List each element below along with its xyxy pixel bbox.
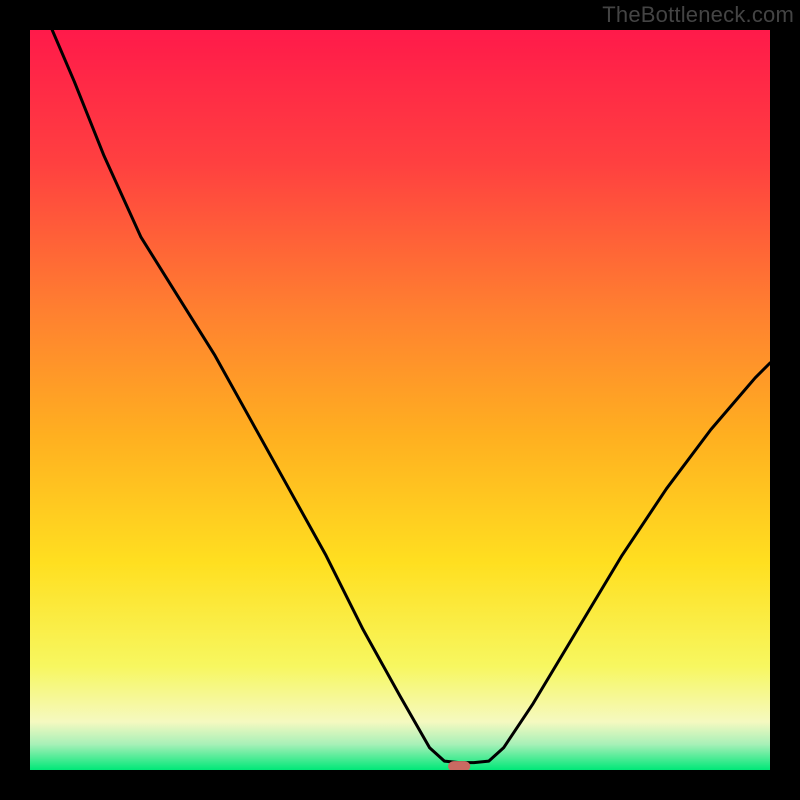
watermark-text: TheBottleneck.com <box>602 2 794 28</box>
bottleneck-curve-chart <box>0 0 800 800</box>
optimal-marker <box>448 761 470 771</box>
